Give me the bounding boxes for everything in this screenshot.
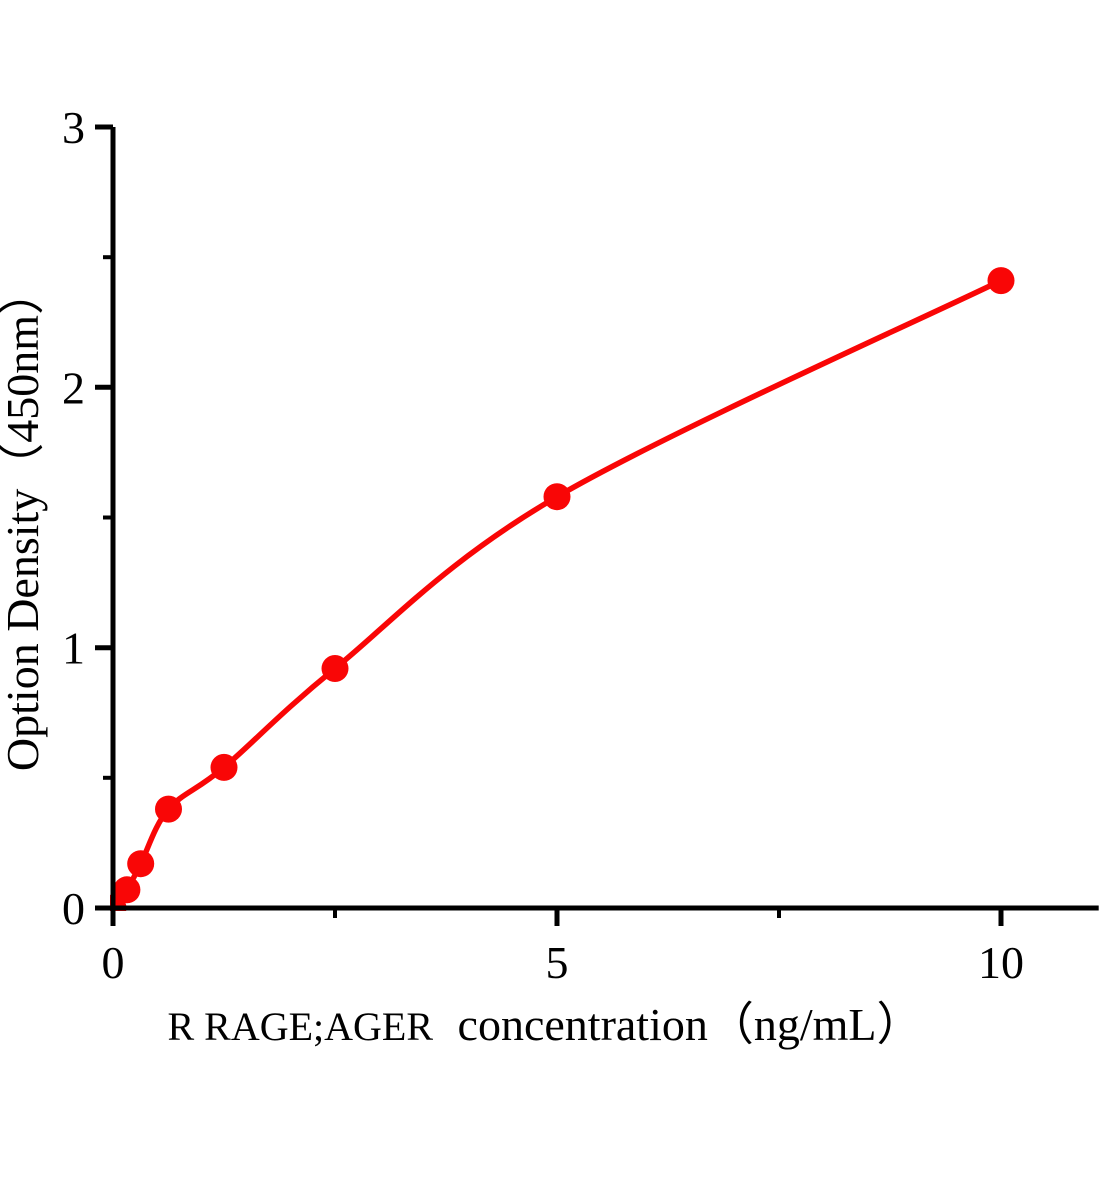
y-axis-title: Option Density（450nm） [0, 269, 48, 771]
data-point-marker [155, 795, 182, 823]
tick-labels: 0 5 10 0 1 2 3 [62, 102, 1024, 988]
data-series [110, 267, 1015, 911]
y-tick-label: 0 [62, 883, 85, 934]
data-point-marker [210, 753, 238, 781]
data-point-marker [987, 267, 1015, 295]
x-axis-title-rest: concentration（ng/mL） [458, 999, 923, 1050]
data-point-marker [543, 483, 571, 511]
x-axis-title-protein-name: R RAGE;AGER [167, 1004, 433, 1049]
x-tick-label: 5 [546, 937, 569, 988]
x-tick-label: 0 [102, 937, 125, 988]
axes [95, 124, 1099, 926]
x-tick-label: 10 [978, 937, 1024, 988]
y-tick-label: 2 [62, 362, 85, 413]
y-tick-label: 3 [62, 102, 85, 153]
data-point-marker [127, 850, 155, 878]
x-axis-title: R RAGE;AGER concentration（ng/mL） [167, 999, 922, 1050]
data-point-marker [113, 876, 141, 904]
data-point-marker [321, 655, 349, 682]
y-tick-label: 1 [62, 623, 85, 674]
standard-curve-line [110, 277, 1004, 911]
